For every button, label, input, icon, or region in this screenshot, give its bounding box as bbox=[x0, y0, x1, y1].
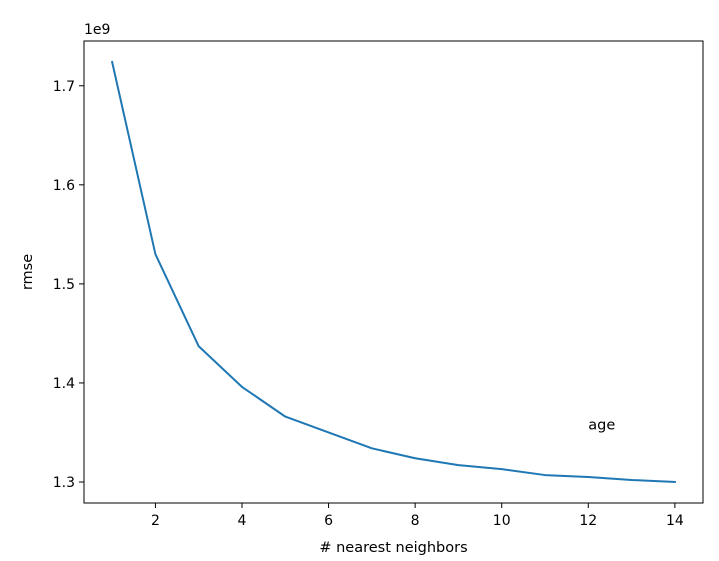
annotation-label: age bbox=[588, 418, 615, 434]
y-offset-label: 1e9 bbox=[84, 22, 110, 38]
annotation-layer: age bbox=[588, 418, 615, 434]
x-tick-label: 14 bbox=[666, 513, 684, 529]
y-tick-label: 1.4 bbox=[53, 376, 75, 392]
series-line-0 bbox=[110, 60, 676, 484]
x-tick-label: 4 bbox=[238, 513, 247, 529]
x-tick-label: 10 bbox=[493, 513, 511, 529]
plot-frame bbox=[83, 40, 704, 504]
x-tick-label: 6 bbox=[324, 513, 333, 529]
y-tick-label: 1.7 bbox=[53, 79, 75, 95]
y-tick-label: 1.3 bbox=[53, 475, 75, 491]
y-axis: 1.3 1.4 1.5 1.6 1.7 bbox=[53, 79, 84, 491]
y-tick-label: 1.6 bbox=[53, 178, 75, 194]
x-axis-label: # nearest neighbors bbox=[319, 540, 467, 556]
x-tick-label: 2 bbox=[151, 513, 160, 529]
series-layer bbox=[110, 60, 676, 484]
y-axis-label: rmse bbox=[20, 254, 36, 290]
x-tick-label: 8 bbox=[411, 513, 420, 529]
plot-background bbox=[84, 41, 703, 503]
x-axis: 2 4 6 8 10 12 14 bbox=[151, 503, 684, 529]
x-tick-label: 12 bbox=[579, 513, 597, 529]
y-tick-label: 1.5 bbox=[53, 277, 75, 293]
